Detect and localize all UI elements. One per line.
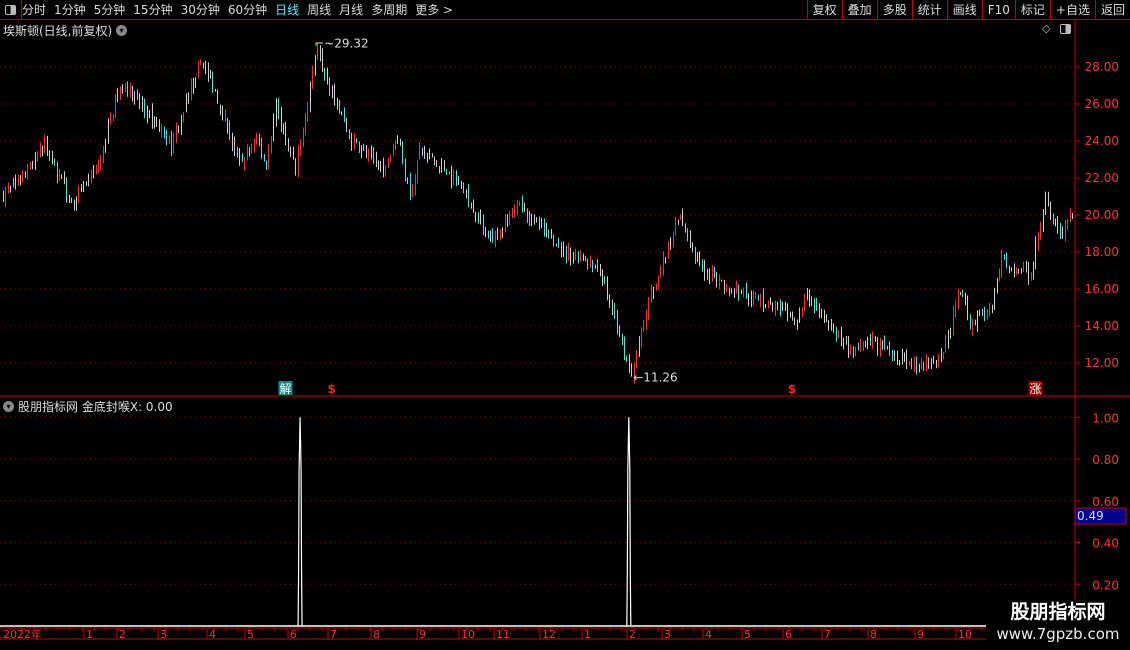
signal-marker: 涨	[1029, 381, 1041, 396]
top-toolbar: 分时 1分钟 5分钟 15分钟 30分钟 60分钟 日线 周线 月线 多周期 更多 > 复权 叠加 多股…	[0, 0, 1130, 20]
indicator-tick-label: 0.80	[1092, 453, 1119, 467]
date-label: 6	[290, 628, 297, 641]
indicator-tick-label: 0.20	[1092, 578, 1119, 592]
low-label: ←11.26	[633, 371, 677, 385]
price-tick-label: 24.00	[1085, 134, 1119, 148]
date-label: 2022年	[3, 627, 42, 641]
period-tab[interactable]: 周线	[307, 3, 332, 17]
indicator-spike	[297, 417, 303, 627]
date-label: 8	[373, 628, 380, 641]
period-tab[interactable]: 60分钟	[227, 3, 268, 17]
tool-buttons: 复权 叠加 多股 统计 画线 F10 标记 +自选 返回	[806, 0, 1130, 20]
date-label: 6	[785, 628, 792, 641]
date-label: 9	[419, 628, 426, 641]
date-label: 8	[870, 628, 877, 641]
stock-title-text: 埃斯顿(日线,前复权)	[3, 24, 113, 38]
indicator-tick-label: 0.60	[1092, 495, 1119, 509]
signal-marker: 解	[279, 382, 291, 396]
period-tab[interactable]: 日线	[275, 3, 300, 17]
date-label: 7	[824, 628, 831, 641]
tool-button[interactable]: 复权	[806, 0, 842, 20]
date-label: 2	[629, 628, 636, 641]
signal-marker-bg	[1028, 381, 1043, 395]
indicator-tick-label: 0.40	[1092, 537, 1119, 551]
current-value-text: 0.49	[1077, 509, 1104, 523]
tool-button[interactable]: 返回	[1094, 0, 1130, 20]
period-tab[interactable]: 5分钟	[93, 3, 126, 17]
indicator-tick-label: 1.00	[1092, 411, 1119, 425]
date-label: 1	[584, 628, 591, 641]
stock-title[interactable]: 埃斯顿(日线,前复权) ▾	[3, 22, 128, 39]
price-tick-label: 16.00	[1085, 282, 1119, 296]
watermark: 股朋指标网 www.7gpzb.com	[986, 600, 1130, 650]
date-label: 4	[209, 628, 216, 641]
indicator-title[interactable]: ▾ 股朋指标网 金底封喉X: 0.00	[3, 398, 173, 415]
price-tick-label: 26.00	[1085, 97, 1119, 111]
period-tabs: 分时 1分钟 5分钟 15分钟 30分钟 60分钟 日线 周线 月线 多周期 更多 >	[22, 0, 461, 20]
tool-button[interactable]: 画线	[946, 0, 982, 20]
indicator-value: 金底封喉X: 0.00	[81, 400, 173, 414]
current-value-badge	[1074, 507, 1127, 525]
watermark-url: www.7gpzb.com	[996, 625, 1120, 643]
date-label: 4	[705, 628, 712, 641]
period-tab[interactable]: 1分钟	[54, 3, 86, 17]
period-tab[interactable]: 月线	[339, 3, 364, 17]
tool-button[interactable]: 叠加	[841, 0, 877, 20]
date-label: 1	[86, 628, 93, 641]
tool-button[interactable]: 统计	[911, 0, 947, 20]
period-tab[interactable]: 30分钟	[180, 3, 220, 17]
date-label: 5	[247, 628, 254, 641]
date-label: 12	[542, 628, 556, 641]
tool-button[interactable]: 标记	[1014, 0, 1050, 20]
date-label: 3	[664, 628, 671, 641]
date-label: 7	[330, 628, 337, 641]
signal-marker-bg	[278, 381, 293, 395]
date-label: 9	[917, 628, 924, 641]
chevron-down-icon[interactable]: ▾	[3, 401, 14, 412]
indicator-spike	[626, 417, 632, 627]
chevron-down-icon[interactable]: ▾	[116, 25, 128, 36]
price-tick-label: 22.00	[1085, 171, 1119, 185]
tool-button[interactable]: F10	[981, 0, 1015, 20]
panel-toggle-icon[interactable]	[1060, 24, 1071, 34]
date-label: 3	[160, 628, 167, 641]
panel-toggle-icon[interactable]	[0, 0, 22, 20]
watermark-title: 股朋指标网	[1010, 601, 1106, 623]
signal-marker: $	[788, 382, 796, 396]
period-tab[interactable]: 更多 >	[415, 3, 454, 17]
period-tab[interactable]: 15分钟	[133, 3, 173, 17]
date-label: 11	[496, 628, 510, 641]
diamond-icon[interactable]: ◇	[1042, 22, 1051, 35]
high-label: ⌐~29.32	[314, 37, 368, 51]
tool-button[interactable]: +自选	[1049, 0, 1095, 20]
price-tick-label: 14.00	[1085, 319, 1119, 333]
price-tick-label: 12.00	[1085, 356, 1119, 370]
tool-button[interactable]: 多股	[876, 0, 912, 20]
date-label: 10	[958, 628, 972, 641]
date-label: 10	[461, 628, 475, 641]
signal-marker: $	[328, 382, 336, 396]
period-tab[interactable]: 分时	[22, 3, 47, 17]
date-label: 5	[744, 628, 751, 641]
date-label: 2	[119, 628, 126, 641]
price-tick-label: 28.00	[1085, 60, 1119, 74]
price-tick-label: 20.00	[1085, 208, 1119, 222]
price-tick-label: 18.00	[1085, 245, 1119, 259]
period-tab[interactable]: 多周期	[371, 3, 408, 17]
indicator-name: 股朋指标网	[18, 400, 79, 414]
